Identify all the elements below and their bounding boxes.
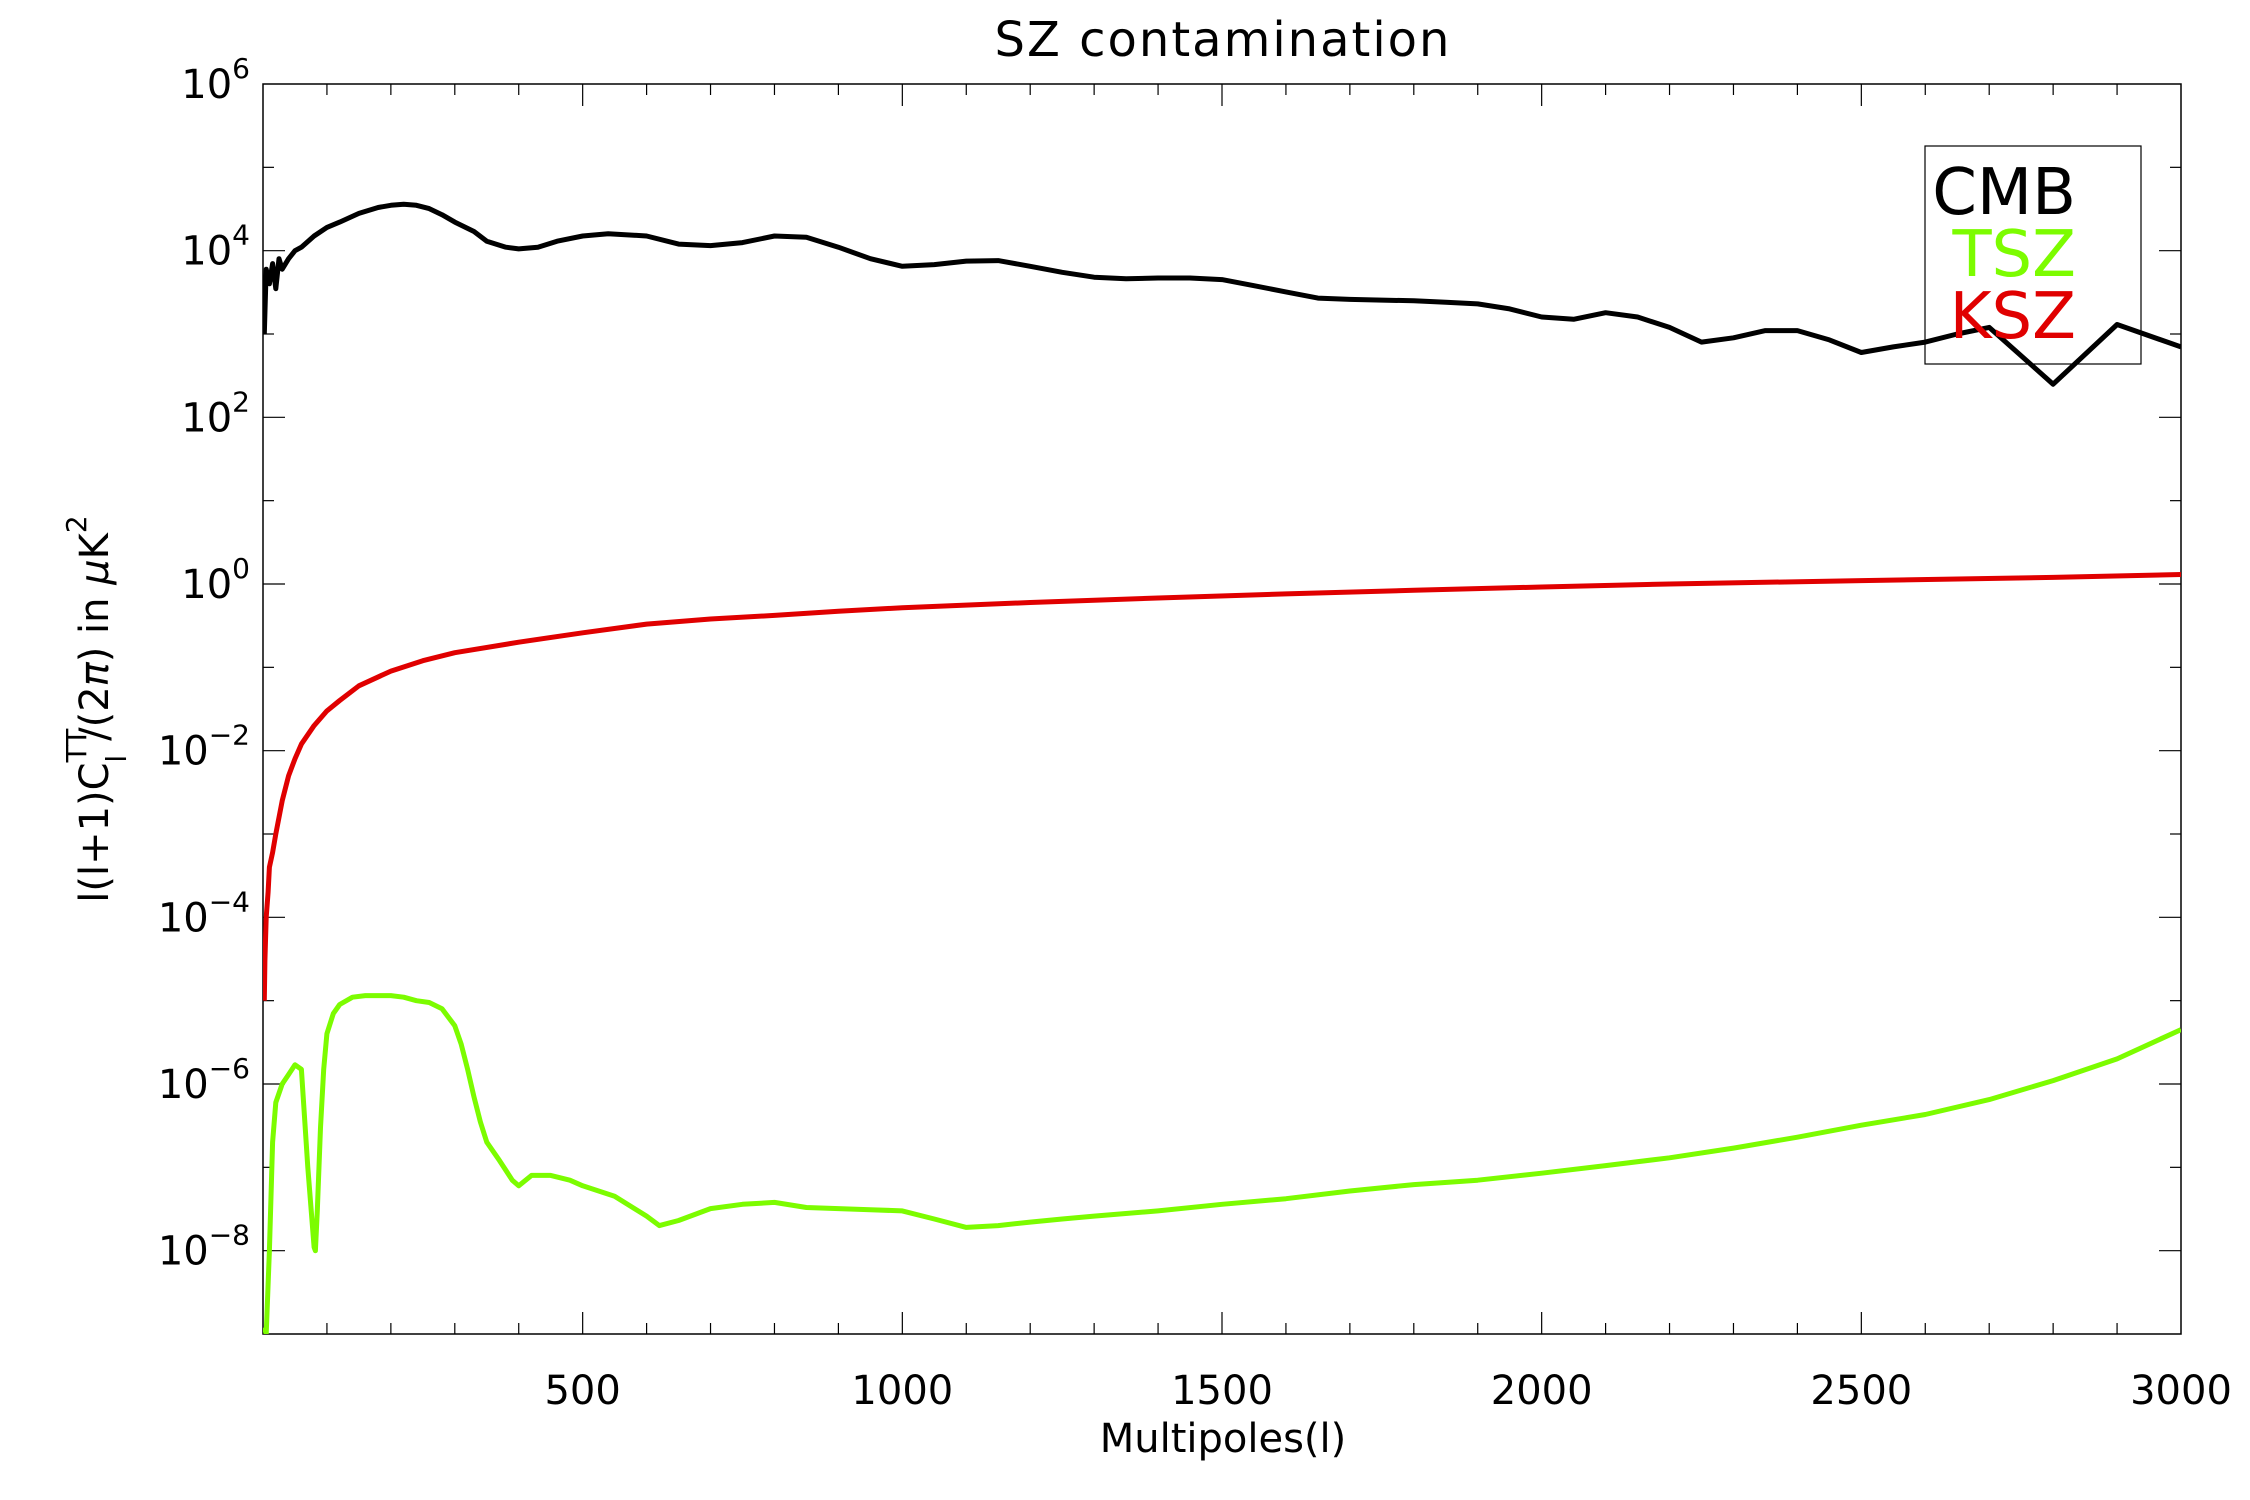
- y-tick-label: 106: [181, 52, 250, 108]
- y-tick-label: 100: [181, 552, 250, 608]
- y-tick-label: 102: [181, 385, 250, 441]
- y-tick-label: 10−8: [158, 1219, 250, 1275]
- x-tick-labels: 500 1000 1500 2000 2500 3000: [544, 1368, 2231, 1414]
- x-tick-label: 2500: [1810, 1368, 1912, 1414]
- y-axis-label: l(l+1)CTT l/(2π) in μK2: [60, 515, 133, 902]
- x-tick-label: 1500: [1171, 1368, 1273, 1414]
- y-tick-label: 10−2: [158, 719, 250, 775]
- x-axis-label: Multipoles(l): [1100, 1416, 1347, 1462]
- x-tick-label: 500: [544, 1368, 620, 1414]
- legend-item-ksz: KSZ: [1950, 280, 2076, 354]
- series-line-tsz: [263, 993, 2181, 1334]
- y-tick-label: 10−6: [158, 1052, 250, 1108]
- y-tick-label: 104: [181, 219, 250, 275]
- y-tick-labels: 106 104 102 100 10−2 10−4 10−6 10−8: [158, 52, 250, 1275]
- series-line-cmb: [263, 201, 2181, 387]
- x-tick-label: 1000: [851, 1368, 953, 1414]
- series-line-ksz: [263, 572, 2181, 1001]
- axis-ticks: [263, 84, 2181, 1334]
- legend-box: [1924, 145, 2142, 365]
- x-tick-label: 3000: [2130, 1368, 2232, 1414]
- legend-item-tsz: TSZ: [1951, 218, 2076, 292]
- x-tick-label: 2000: [1491, 1368, 1593, 1414]
- series-lines: [263, 201, 2181, 1334]
- y-tick-label: 10−4: [158, 885, 250, 941]
- legend-item-cmb: CMB: [1932, 156, 2076, 230]
- chart-title: SZ contamination: [995, 12, 1452, 68]
- plot-frame: [262, 83, 2182, 1335]
